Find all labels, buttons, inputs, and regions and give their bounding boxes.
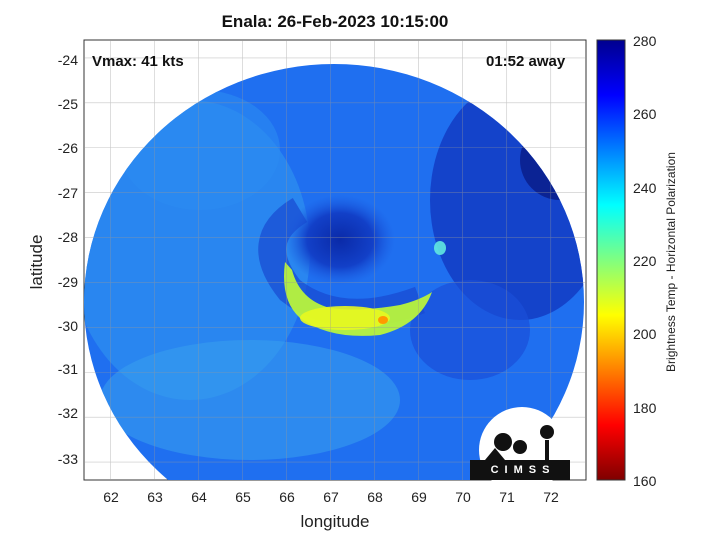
x-tick: 62 — [103, 489, 119, 505]
y-tick: -26 — [57, 140, 78, 156]
colorbar-tick: 220 — [633, 253, 657, 269]
logo-text: CIMSS — [490, 464, 556, 476]
cimss-logo — [470, 407, 570, 493]
y-tick: -30 — [57, 318, 78, 334]
y-tick: -24 — [57, 52, 78, 68]
colorbar-tick: 260 — [633, 106, 657, 122]
x-tick: 68 — [367, 489, 383, 505]
x-tick: 67 — [323, 489, 339, 505]
colorbar-tick: 180 — [633, 400, 657, 416]
x-tick: 66 — [279, 489, 295, 505]
time-label: 01:52 away — [486, 53, 566, 70]
y-tick: -27 — [57, 185, 78, 201]
y-tick: -25 — [57, 96, 78, 112]
swath-image — [84, 64, 584, 480]
x-tick: 69 — [411, 489, 427, 505]
x-tick: 72 — [543, 489, 559, 505]
x-tick: 64 — [191, 489, 207, 505]
y-tick: -33 — [57, 451, 78, 467]
grid-lines — [84, 40, 586, 480]
y-axis-label: latitude — [27, 234, 46, 290]
vmax-label: Vmax: 41 kts — [92, 53, 184, 70]
colorbar-tick: 160 — [633, 473, 657, 489]
colorbar — [596, 39, 626, 481]
x-tick: 63 — [147, 489, 163, 505]
y-tick: -29 — [57, 274, 78, 290]
colorbar-tick: 200 — [633, 326, 657, 342]
plot-title: Enala: 26-Feb-2023 10:15:00 — [221, 12, 449, 31]
x-tick: 70 — [455, 489, 471, 505]
x-tick: 71 — [499, 489, 515, 505]
colorbar-tick: 240 — [633, 180, 657, 196]
colorbar-label: Brightness Temp - Horizontal Polarizatio… — [664, 152, 678, 372]
x-tick: 65 — [235, 489, 251, 505]
x-axis-label: longitude — [300, 512, 370, 531]
y-tick: -28 — [57, 229, 78, 245]
y-tick: -31 — [57, 361, 78, 377]
y-tick: -32 — [57, 405, 78, 421]
colorbar-tick: 280 — [633, 33, 657, 49]
